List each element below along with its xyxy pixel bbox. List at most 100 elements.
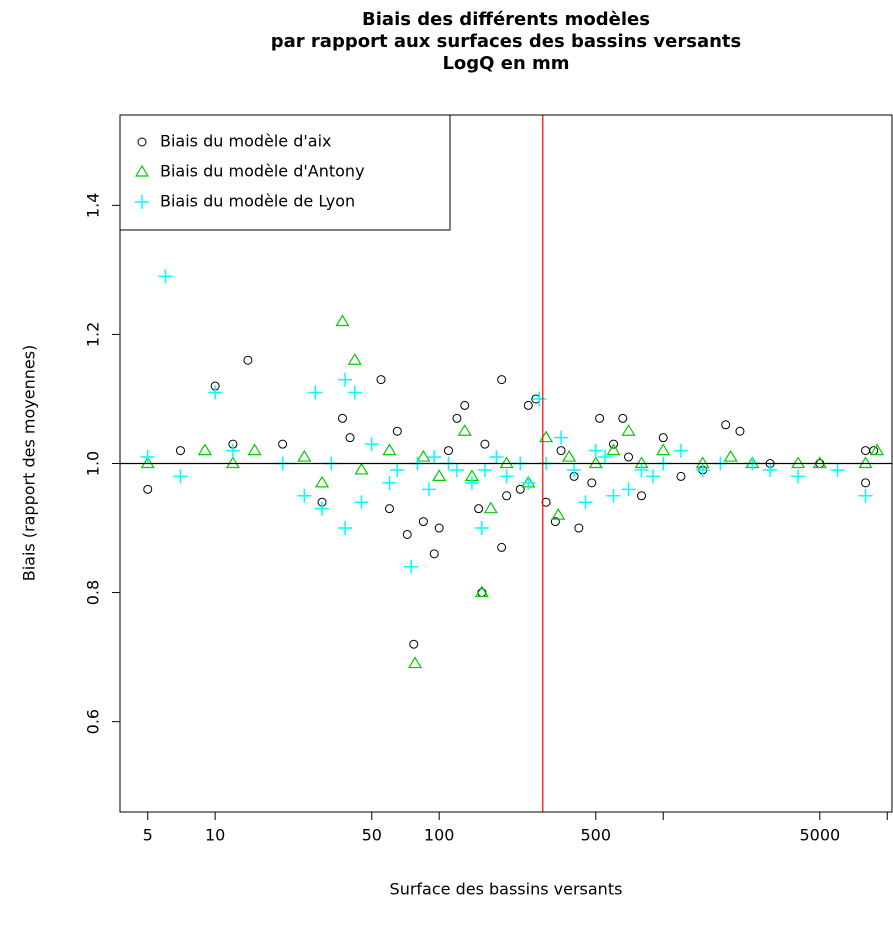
point	[869, 443, 885, 456]
point	[434, 523, 444, 533]
point	[278, 439, 288, 449]
x-axis-label: Surface des bassins versants	[390, 880, 623, 899]
point	[523, 400, 533, 410]
point	[532, 391, 547, 406]
point	[656, 443, 671, 456]
point	[858, 488, 873, 503]
point	[637, 491, 647, 501]
x-tick-label: 5000	[799, 826, 840, 845]
point	[624, 452, 634, 462]
point	[407, 656, 423, 669]
point	[392, 426, 402, 436]
point	[539, 430, 554, 443]
point	[208, 385, 223, 400]
point	[384, 504, 394, 514]
point	[763, 462, 778, 477]
point	[477, 588, 487, 598]
x-tick-label: 5	[143, 826, 153, 845]
x-tick-label: 500	[581, 826, 612, 845]
y-tick-label: 0.6	[84, 709, 103, 734]
point	[432, 469, 447, 482]
y-tick-label: 0.8	[84, 580, 103, 605]
point	[645, 469, 660, 484]
point	[418, 517, 428, 527]
point	[541, 497, 551, 507]
point	[315, 501, 330, 516]
y-axis-label: Biais (rapport des moyennes)	[20, 345, 39, 582]
point	[225, 456, 240, 469]
point	[502, 491, 512, 501]
x-tick-label: 50	[362, 826, 382, 845]
point	[578, 495, 593, 510]
point	[382, 475, 397, 490]
point	[134, 164, 150, 177]
point	[474, 585, 489, 598]
point	[497, 375, 507, 385]
point	[140, 450, 155, 465]
point	[673, 443, 688, 458]
point	[499, 456, 514, 469]
point	[137, 137, 147, 147]
point	[143, 484, 153, 494]
point	[390, 462, 405, 477]
legend-label: Biais du modèle de Lyon	[160, 192, 355, 211]
point	[551, 507, 566, 520]
y-tick-label: 1.4	[84, 193, 103, 218]
point	[550, 517, 560, 527]
point	[409, 639, 419, 649]
point	[158, 269, 173, 284]
plot-frame	[119, 114, 893, 813]
point	[225, 443, 240, 458]
y-tick-label: 1.2	[84, 322, 103, 347]
point	[347, 353, 362, 365]
point	[314, 475, 330, 488]
point	[858, 456, 873, 469]
point	[464, 475, 479, 490]
point	[135, 195, 149, 209]
point	[449, 462, 464, 477]
point	[421, 482, 436, 497]
point	[297, 488, 312, 503]
point	[499, 469, 514, 484]
point	[308, 385, 323, 400]
point	[477, 462, 492, 477]
point	[338, 521, 353, 536]
point	[474, 504, 484, 514]
point	[562, 449, 577, 462]
point	[247, 443, 262, 456]
chart-title: Biais des différents modèles	[362, 9, 650, 30]
point	[338, 372, 353, 387]
point	[735, 426, 745, 436]
point	[595, 413, 605, 423]
point	[175, 446, 185, 456]
x-tick-label: 100	[424, 826, 455, 845]
point	[354, 495, 369, 510]
point	[556, 446, 566, 456]
point	[658, 433, 668, 443]
point	[609, 439, 619, 449]
point	[830, 462, 845, 477]
point	[443, 446, 453, 456]
point	[588, 456, 603, 469]
point	[243, 355, 253, 365]
point	[723, 449, 738, 462]
point	[197, 443, 212, 456]
point	[483, 501, 498, 514]
point	[861, 478, 871, 488]
point	[606, 488, 621, 503]
point	[404, 559, 419, 574]
chart-title: par rapport aux surfaces des bassins ver…	[271, 31, 741, 52]
point	[173, 469, 188, 484]
point	[364, 437, 379, 452]
point	[521, 475, 536, 490]
point	[621, 424, 636, 436]
plot-area	[140, 269, 885, 669]
point	[297, 449, 312, 462]
point	[376, 375, 386, 385]
point	[354, 462, 369, 475]
point	[695, 462, 710, 477]
point	[812, 456, 827, 469]
point	[634, 462, 649, 477]
